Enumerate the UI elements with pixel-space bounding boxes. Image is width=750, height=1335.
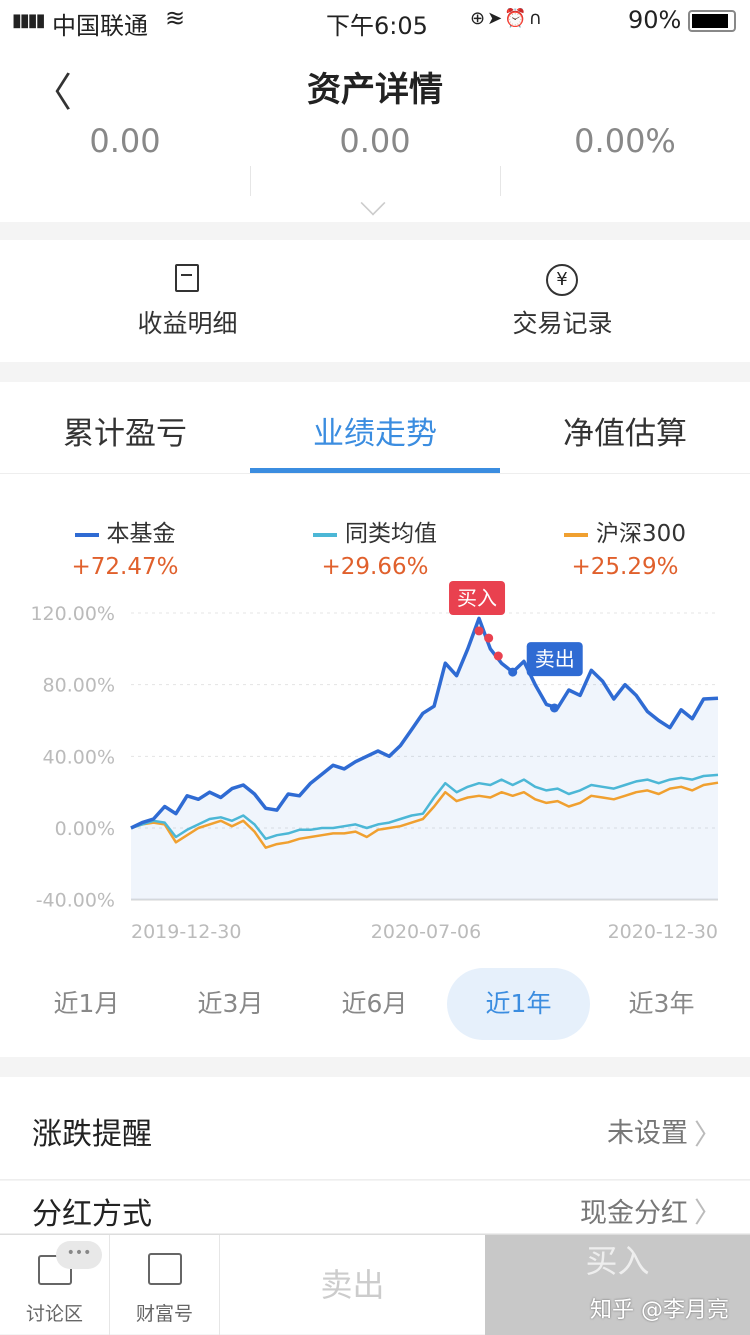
yen-circle-icon: ¥ xyxy=(546,264,578,296)
legend-item-fund: 本基金 +72.47% xyxy=(0,514,250,580)
period-1y[interactable]: 近1年 xyxy=(447,968,590,1040)
buy-label-text: 买入 xyxy=(457,586,497,610)
bottom-bar: ••• 讨论区 财富号 卖出 买入 知乎 @李月亮 xyxy=(0,1234,750,1335)
legend-pct: +72.47% xyxy=(71,554,179,580)
series-line-2 xyxy=(130,781,719,849)
signal-icon: ▮▮▮▮ xyxy=(12,10,46,31)
y-tick-label: 120.00% xyxy=(30,603,115,625)
legend-swatch xyxy=(74,532,99,537)
row-value: 现金分红 xyxy=(580,1198,688,1229)
price-alert-row[interactable]: 涨跌提醒 未设置 〉 xyxy=(0,1077,750,1180)
divider xyxy=(500,166,501,196)
page-title: 资产详情 xyxy=(307,70,443,110)
summary-value: 0.00 xyxy=(89,122,161,160)
watermark: 知乎 @李月亮 xyxy=(590,1298,729,1323)
active-tab-indicator xyxy=(250,468,500,473)
chat-icon xyxy=(38,1255,72,1285)
sell-label-text: 卖出 xyxy=(535,647,575,671)
transaction-record-button[interactable]: ¥ 交易记录 xyxy=(375,240,750,362)
header: 〈 资产详情 0.00 0.00 0.00% xyxy=(0,42,750,222)
buy-button[interactable]: 买入 知乎 @李月亮 xyxy=(485,1235,750,1335)
legend-pct: +29.66% xyxy=(321,554,429,580)
legend-item-peer-avg: 同类均值 +29.66% xyxy=(250,514,500,580)
y-tick-label: 80.00% xyxy=(43,675,115,697)
legend-label: 同类均值 xyxy=(345,521,437,547)
expand-chevron-icon[interactable] xyxy=(360,190,386,216)
status-bar: ▮▮▮▮ 中国联通 ≋ 下午6:05 ⊕➤⏰∩ 90% xyxy=(0,0,750,42)
document-icon xyxy=(175,264,199,292)
row-label: 涨跌提醒 xyxy=(32,1117,152,1152)
more-icon: ••• xyxy=(56,1241,102,1269)
tab-nav-estimate[interactable]: 净值估算 xyxy=(563,416,687,452)
buy-point xyxy=(484,633,494,643)
discussion-button[interactable]: ••• 讨论区 xyxy=(0,1235,110,1335)
row-label: 分红方式 xyxy=(32,1197,152,1232)
legend-pct: +25.29% xyxy=(571,554,679,580)
performance-chart-panel: 本基金 +72.47% 同类均值 +29.66% 沪深300 +25.29% 1… xyxy=(0,474,750,1057)
series-line-1 xyxy=(130,773,719,841)
x-tick-label: 2020-12-30 xyxy=(608,921,718,943)
buy-button-label: 买入 xyxy=(585,1242,650,1280)
discussion-label: 讨论区 xyxy=(25,1303,83,1325)
wifi-icon: ≋ xyxy=(165,4,186,32)
tab-cumulative-pnl[interactable]: 累计盈亏 xyxy=(63,416,187,452)
row-value: 未设置 xyxy=(607,1118,688,1149)
income-detail-button[interactable]: 收益明细 xyxy=(0,240,375,362)
y-tick-label: 40.00% xyxy=(43,746,115,768)
wealth-account-button[interactable]: 财富号 xyxy=(110,1235,220,1335)
buy-point xyxy=(493,651,503,661)
chevron-right-icon: 〉 xyxy=(693,1196,722,1229)
wealth-label: 财富号 xyxy=(135,1303,193,1325)
period-6m[interactable]: 近6月 xyxy=(341,989,408,1018)
sell-button[interactable]: 卖出 xyxy=(320,1266,385,1304)
tab-performance[interactable]: 业绩走势 xyxy=(313,416,437,452)
period-1m[interactable]: 近1月 xyxy=(53,989,120,1018)
period-3m[interactable]: 近3月 xyxy=(197,989,264,1018)
fund-area-fill xyxy=(131,618,718,900)
buy-marker-label: 买入 xyxy=(449,581,506,615)
legend-label: 沪深300 xyxy=(596,521,686,547)
store-icon xyxy=(148,1253,182,1285)
x-tick-label: 2019-12-30 xyxy=(131,921,241,943)
period-3y[interactable]: 近3年 xyxy=(628,989,695,1018)
back-icon[interactable]: 〈 xyxy=(32,70,72,116)
sell-marker-label: 卖出 xyxy=(526,642,583,677)
series-line-0 xyxy=(130,616,719,830)
status-icons: ⊕➤⏰∩ xyxy=(470,8,544,29)
carrier: 中国联通 xyxy=(52,12,148,40)
battery-icon xyxy=(688,10,736,32)
battery-percent: 90% xyxy=(628,6,682,34)
legend-swatch xyxy=(564,532,589,537)
x-tick-label: 2020-07-06 xyxy=(371,921,481,943)
summary-value: 0.00 xyxy=(339,122,411,160)
sell-point xyxy=(549,703,559,713)
legend-label: 本基金 xyxy=(106,521,176,547)
tab-bar: 累计盈亏 业绩走势 净值估算 xyxy=(0,382,750,474)
dividend-method-row[interactable]: 分红方式 现金分红 〉 xyxy=(0,1181,750,1234)
legend-swatch xyxy=(313,532,337,537)
buy-point xyxy=(474,626,484,636)
legend-item-csi300: 沪深300 +25.29% xyxy=(500,514,750,580)
clock: 下午6:05 xyxy=(326,12,428,40)
chevron-right-icon: 〉 xyxy=(693,1118,722,1151)
y-tick-label: -40.00% xyxy=(36,890,115,912)
summary-value: 0.00% xyxy=(574,122,676,160)
performance-chart[interactable]: 120.00% 80.00% 40.00% 0.00% -40.00% 2019… xyxy=(0,574,750,954)
divider xyxy=(250,166,251,196)
sell-point xyxy=(508,667,518,677)
quick-actions: 收益明细 ¥ 交易记录 xyxy=(0,240,750,362)
y-tick-label: 0.00% xyxy=(55,818,115,840)
